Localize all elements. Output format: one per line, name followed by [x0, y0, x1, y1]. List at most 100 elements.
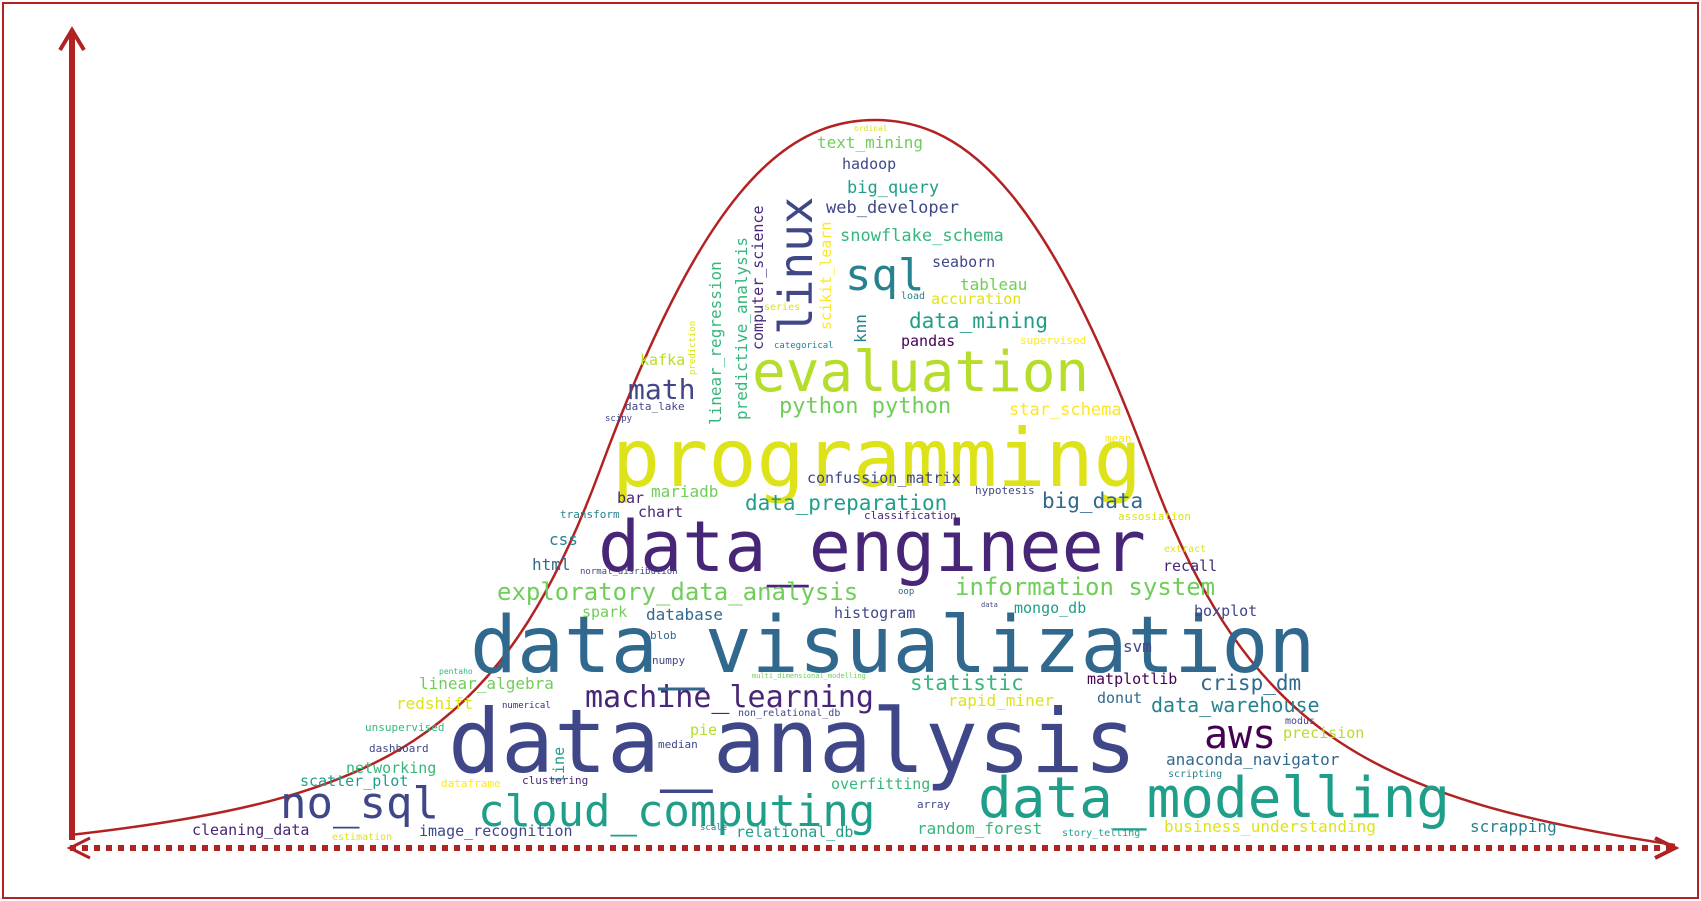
word-numpy: numpy — [652, 654, 685, 667]
word-linear-algebra: linear_algebra — [419, 674, 554, 693]
word-web-developer: web_developer — [826, 198, 959, 218]
word-data-analysis: data_analysis — [448, 690, 1137, 793]
word-aws: aws — [1204, 712, 1276, 758]
word-random-forest: random_forest — [917, 819, 1042, 838]
word-extract: extract — [1164, 544, 1206, 555]
word-blob: blob — [650, 629, 677, 642]
y-axis-arrow — [58, 26, 86, 840]
word-computer-science: computer_science — [749, 206, 767, 351]
word-relational-db: relational_db — [736, 823, 853, 841]
word-supervised: supervised — [1020, 334, 1086, 347]
word-hypotesis: hypotesis — [975, 484, 1035, 497]
word-oop: oop — [898, 587, 914, 597]
word-numerical: numerical — [502, 701, 551, 711]
word-knn: knn — [851, 314, 870, 343]
word-bar: bar — [617, 489, 644, 507]
word-multi-dimensional-modelling: multi_dimensional_modelling — [752, 672, 866, 680]
word-linux: linux — [769, 197, 823, 335]
word-no-sql: no_sql — [280, 778, 439, 829]
word-scipy: scipy — [605, 414, 633, 424]
word-text-mining: text_mining — [817, 133, 923, 152]
word-data-visualization: data_visualization — [470, 601, 1315, 691]
word-accuration: accuration — [931, 290, 1021, 308]
word-dataframe: dataframe — [441, 777, 501, 790]
word-unsupervised: unsupervised — [365, 721, 444, 734]
word-python-python: python python — [779, 394, 951, 419]
word-hadoop: hadoop — [842, 155, 896, 173]
word-precision: precision — [1283, 724, 1364, 742]
word-scatter-plot: scatter_plot — [300, 772, 408, 790]
word-ordinal: ordinal — [854, 124, 888, 133]
word-clustering: clustering — [522, 774, 588, 787]
word-data-preparation: data_preparation — [745, 491, 947, 515]
word-assosiation: assosiation — [1118, 510, 1191, 523]
word-scikit-learn: scikit_learn — [817, 222, 835, 330]
word-non-relational-db: non_relational_db — [738, 708, 840, 719]
word-boxplot: boxplot — [1194, 602, 1257, 620]
word-estimation: estimation — [332, 832, 392, 843]
word-cloud-computing: cloud_computing — [478, 786, 875, 837]
word-donut: donut — [1097, 689, 1142, 707]
word-recall: recall — [1163, 557, 1217, 575]
word-pentaho: pentaho — [439, 667, 473, 676]
word-predictive-analysis: predictive_analysis — [732, 237, 751, 420]
word-data-lake: data_lake — [625, 400, 685, 413]
word-css: css — [549, 530, 578, 549]
word-html: html — [532, 555, 571, 574]
word-cleaning-data: cleaning_data — [192, 821, 309, 839]
word-categorical: categorical — [774, 341, 834, 351]
word-svm: svm — [1123, 637, 1152, 656]
word-database: database — [646, 605, 723, 624]
word-data-warehouse: data_warehouse — [1151, 693, 1320, 717]
word-machine-learning: machine_learning — [585, 680, 874, 715]
word-scrapping: scrapping — [1470, 817, 1557, 836]
word-scripting: scripting — [1168, 769, 1222, 780]
word-kafka: kafka — [640, 351, 685, 369]
word-crisp-dm: crisp_dm — [1200, 671, 1301, 695]
bell-curve-outline — [69, 118, 1676, 847]
word-tableau: tableau — [960, 275, 1027, 294]
word-array: array — [917, 798, 950, 811]
word-overfitting: overfitting — [831, 775, 930, 793]
word-spark: spark — [582, 603, 627, 621]
word-data-modelling: data_modelling — [978, 766, 1450, 831]
word-series: series — [764, 302, 800, 313]
word-statistic: statistic — [910, 671, 1024, 695]
word-mariadb: mariadb — [651, 482, 718, 501]
word-rapid-miner: rapid_miner — [948, 691, 1054, 710]
word-snowflake-schema: snowflake_schema — [840, 226, 1004, 246]
word-anaconda-navigator: anaconda_navigator — [1166, 750, 1340, 769]
word-pie: pie — [690, 721, 717, 739]
word-modus: modus — [1285, 716, 1315, 727]
word-line: line — [550, 747, 568, 783]
word-sql: sql — [845, 250, 924, 301]
word-math: math — [628, 373, 695, 406]
word-seaborn: seaborn — [932, 253, 995, 271]
word-big-query: big_query — [847, 178, 939, 198]
word-median: median — [658, 738, 698, 751]
word-data-mining: data_mining — [909, 309, 1048, 333]
word-programming: programming — [612, 412, 1142, 505]
word-confussion-matrix: confussion_matrix — [807, 469, 961, 487]
word-classification: classification — [864, 509, 957, 522]
word-normal-disribution: normal_disribution — [580, 567, 678, 577]
word-load: load — [901, 291, 925, 302]
word-data-engineer: data_engineer — [598, 506, 1146, 588]
word-data: data — [981, 601, 998, 609]
word-prediction: prediction — [688, 321, 698, 375]
word-linear-regression: linear_regression — [706, 261, 725, 425]
word-networking: networking — [346, 759, 436, 777]
word-redshift: redshift — [396, 694, 473, 713]
word-big-data: big_data — [1042, 489, 1143, 513]
x-axis-arrow — [66, 836, 1680, 860]
word-chart: chart — [638, 503, 683, 521]
word-mongo-db: mongo_db — [1014, 599, 1086, 617]
word-image-recognition: image_recognition — [419, 822, 573, 840]
word-star-schema: star_schema — [1009, 400, 1122, 420]
word-exploratory-data-analysis: exploratory_data_analysis — [497, 578, 858, 606]
word-evaluation: evaluation — [752, 340, 1089, 405]
word-pandas: pandas — [901, 332, 955, 350]
